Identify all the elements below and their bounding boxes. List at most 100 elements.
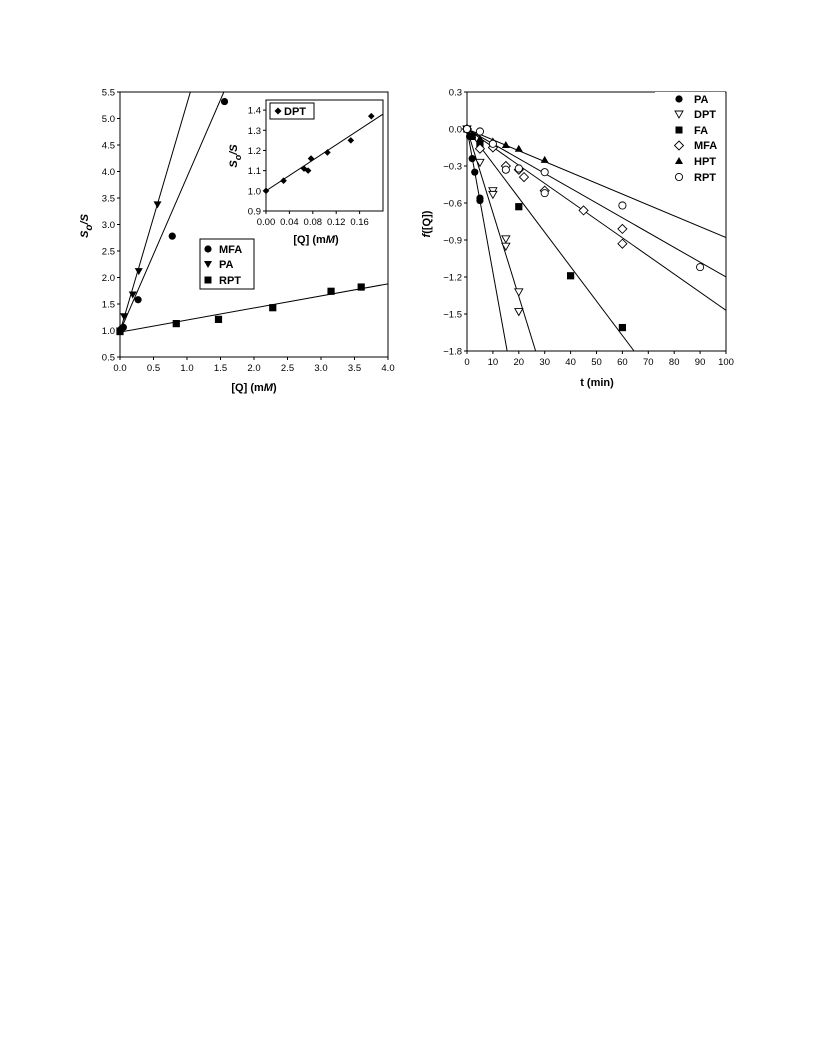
left-y-axis-label: So/S: [79, 213, 95, 238]
right-legend-marker-fa: [675, 126, 683, 134]
left-point-rpt: [172, 320, 180, 328]
right-x-tick-label: 100: [718, 357, 734, 368]
inset-y-tick-label: 1.1: [248, 166, 261, 177]
inset-point-dpt: [368, 112, 375, 120]
left-x-tick-label: 0.5: [147, 363, 160, 374]
right-x-tick-label: 70: [643, 357, 654, 368]
left-point-mfa: [168, 232, 176, 240]
right-legend-marker-mfa: [673, 140, 685, 151]
legend-marker-mfa: [204, 245, 212, 253]
inset-chart: 0.00 0.04 0.08 0.12 0.16 0.9 1.0 1.1 1.2 1.3 1.4 […: [228, 95, 385, 246]
right-fit-line-mfa: [467, 128, 726, 311]
right-legend-marker-rpt: [674, 172, 684, 182]
left-point-mfa: [220, 97, 229, 106]
left-point-rpt: [357, 283, 365, 291]
right-legend-label-rpt: RPT: [694, 172, 716, 184]
right-x-tick-label: 80: [669, 357, 680, 368]
inset-x-tick-label: 0.12: [327, 217, 346, 228]
right-point-mfa: [617, 238, 628, 249]
right-point-rpt: [540, 168, 549, 177]
right-fit-lines: [467, 128, 726, 351]
right-point-rpt: [514, 164, 523, 173]
right-fit-line-hpt: [467, 128, 726, 238]
right-point-mfa: [518, 171, 530, 183]
inset-y-tick-label: 1.2: [248, 146, 261, 157]
right-fit-line-dpt: [467, 128, 537, 351]
left-y-tick-label: 2.0: [102, 273, 115, 284]
inset-point-dpt: [347, 137, 355, 144]
left-legend-label-pa: PA: [219, 259, 234, 271]
left-chart: 0.0 0.5 1.0 1.5 2.0 2.5 3.0 3.5 4.00.51.01.52.02…: [79, 88, 395, 395]
right-x-tick-label: 20: [514, 357, 525, 368]
left-x-tick-label: 4.0: [381, 363, 394, 374]
right-point-fa: [515, 203, 523, 211]
right-fit-line-rpt: [467, 128, 726, 278]
inset-legend-label-dpt: DPT: [284, 106, 306, 118]
left-x-tick-label: 1.5: [214, 363, 227, 374]
right-y-tick-label: −1.2: [443, 273, 462, 284]
right-x-tick-label: 0: [464, 357, 469, 368]
left-x-axis-label: [Q] (mM): [231, 382, 277, 394]
left-point-pa: [134, 268, 143, 276]
left-point-rpt: [116, 327, 124, 336]
right-point-pa: [476, 196, 484, 205]
left-y-tick-label: 4.5: [102, 141, 115, 152]
right-point-dpt: [488, 190, 498, 200]
inset-axis-ticks: 0.00 0.04 0.08 0.12 0.16 0.9 1.0 1.1 1.2 1.3 1.4: [248, 106, 369, 228]
right-fit-line-pa: [467, 128, 508, 351]
left-y-tick-label: 1.0: [102, 326, 115, 337]
right-point-mfa: [474, 143, 486, 154]
left-y-tick-label: 1.5: [102, 300, 115, 311]
left-data-marks: [116, 97, 365, 336]
right-x-tick-label: 90: [695, 357, 706, 368]
inset-point-dpt: [262, 187, 270, 195]
left-point-pa: [153, 201, 162, 209]
right-x-tick-label: 40: [565, 357, 576, 368]
right-point-rpt: [462, 124, 472, 134]
left-legend-label-rpt: RPT: [219, 275, 241, 287]
left-axis-ticks: 0.0 0.5 1.0 1.5 2.0 2.5 3.0 3.5 4.00.51.01.52.02…: [102, 88, 395, 375]
left-point-rpt: [327, 287, 335, 295]
inset-x-axis-label: [Q] (mM): [293, 234, 339, 246]
right-point-dpt: [514, 288, 524, 297]
right-y-axis-label: f([Q]): [421, 210, 433, 237]
right-point-rpt: [488, 139, 497, 148]
left-legend-label-mfa: MFA: [219, 244, 242, 256]
inset-x-tick-label: 0.16: [350, 217, 369, 228]
right-y-tick-label: −0.9: [443, 236, 462, 247]
right-legend-bg: [655, 92, 725, 184]
inset-x-tick-label: 0.00: [257, 217, 276, 228]
right-legend-label-fa: FA: [694, 125, 708, 137]
right-y-tick-label: −1.8: [443, 347, 462, 358]
right-x-tick-label: 30: [539, 357, 550, 368]
right-legend-label-hpt: HPT: [694, 156, 716, 168]
left-fit-line-pa: [120, 92, 191, 332]
right-point-hpt: [501, 141, 510, 149]
inset-legend-box: [269, 102, 315, 120]
right-x-tick-label: 50: [591, 357, 602, 368]
right-axis-ticks: 0 10 20 30 40 50 60 70 80 90 100 0.3 0.0 −0.3 −0.6 −0.9…: [443, 88, 734, 369]
inset-point-dpt: [324, 149, 331, 156]
right-point-dpt: [501, 235, 511, 244]
right-point-mfa: [578, 205, 589, 216]
right-legend: PA DPT FA MFA HPT RPT: [655, 92, 725, 184]
right-legend-label-pa: PA: [694, 94, 709, 106]
right-point-dpt: [501, 242, 511, 252]
right-point-fa: [618, 323, 626, 332]
right-y-tick-label: −1.5: [443, 310, 462, 321]
right-point-dpt: [475, 158, 485, 168]
right-point-hpt: [468, 131, 477, 139]
right-chart: 0 10 20 30 40 50 60 70 80 90 100 0.3 0.0 −0.3 −0.6 −0.9…: [421, 88, 734, 390]
right-legend-marker-dpt: [674, 110, 684, 119]
left-y-tick-label: 5.5: [102, 88, 115, 99]
inset-x-tick-label: 0.08: [304, 217, 323, 228]
left-point-rpt: [214, 315, 223, 323]
left-point-mfa: [134, 296, 142, 304]
right-point-rpt: [475, 127, 485, 136]
right-point-hpt: [514, 144, 523, 152]
right-point-rpt: [501, 165, 510, 174]
right-point-rpt: [618, 201, 627, 210]
inset-data-marks: [262, 112, 375, 195]
right-x-tick-label: 60: [617, 357, 628, 368]
left-point-pa: [128, 291, 137, 299]
